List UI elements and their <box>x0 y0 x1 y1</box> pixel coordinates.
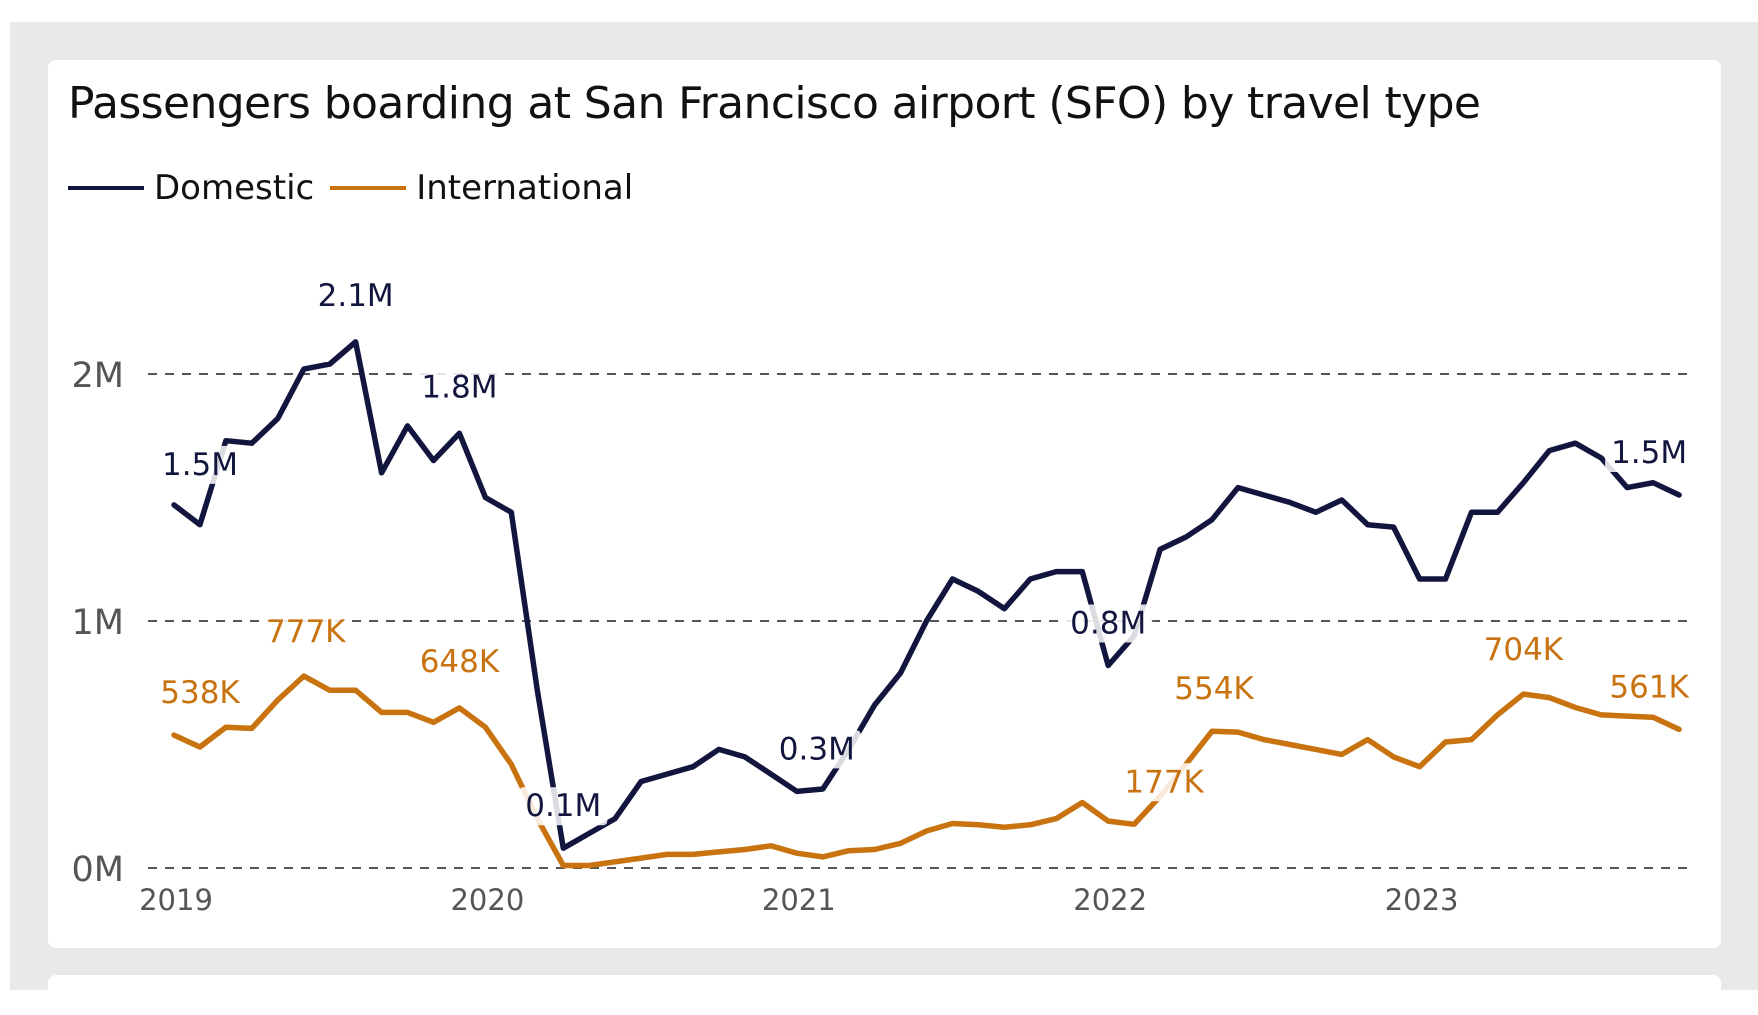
legend-swatch-domestic <box>68 186 144 190</box>
x-tick-label-2020: 2020 <box>450 883 524 917</box>
data-label-domestic-0: 1.5M <box>162 447 238 483</box>
data-label-domestic-7: 2.1M <box>318 278 394 314</box>
y-tick-label-1m: 1M <box>72 603 124 643</box>
x-tick-label-2019: 2019 <box>139 883 213 917</box>
data-label-international-5: 777K <box>266 614 346 650</box>
data-label-international-58: 561K <box>1609 669 1689 705</box>
data-label-bg-international-11 <box>415 642 504 681</box>
data-label-domestic-11: 1.8M <box>421 369 497 405</box>
data-label-bg-domestic-58 <box>1605 434 1694 473</box>
legend-label-domestic: Domestic <box>154 168 315 208</box>
x-tick-label-2023: 2023 <box>1385 883 1459 917</box>
legend-item-domestic[interactable]: Domestic <box>68 168 314 208</box>
data-label-international-11: 648K <box>420 644 500 680</box>
legend: Domestic International <box>68 168 649 208</box>
data-label-international-37: 177K <box>1124 764 1204 800</box>
legend-label-international: International <box>416 168 634 208</box>
series-line-international[interactable] <box>171 673 1682 869</box>
y-tick-label-0m: 0M <box>72 850 124 890</box>
data-label-bg-domestic-36 <box>1064 604 1153 643</box>
data-label-bg-domestic-15 <box>519 787 608 826</box>
series-line-domestic[interactable] <box>171 339 1682 851</box>
x-tick-label-2021: 2021 <box>762 883 836 917</box>
line-chart: 0M 1M 2M 2019 2020 2021 2022 2023 1.5M 2.1M 1.8M 0.… <box>71 276 1694 917</box>
data-label-bg-domestic-24 <box>772 730 861 769</box>
data-label-international-0: 538K <box>160 675 240 711</box>
data-label-domestic-36: 0.8M <box>1070 605 1146 641</box>
data-label-domestic-24: 0.3M <box>779 731 855 767</box>
y-tick-label-2m: 2M <box>72 356 124 396</box>
data-label-international-40: 554K <box>1174 671 1254 707</box>
chart-title: Passengers boarding at San Francisco air… <box>68 78 1481 129</box>
data-label-bg-international-58 <box>1605 668 1694 707</box>
data-label-international-52: 704K <box>1484 632 1564 668</box>
chart-card <box>48 60 1721 948</box>
data-label-bg-international-52 <box>1479 631 1568 670</box>
data-label-bg-domestic-7 <box>311 276 400 315</box>
legend-swatch-international <box>330 186 407 190</box>
data-label-domestic-15: 0.1M <box>525 788 601 824</box>
data-label-bg-international-5 <box>261 613 350 652</box>
data-label-bg-domestic-0 <box>156 445 244 484</box>
data-label-domestic-58: 1.5M <box>1611 435 1687 471</box>
legend-item-international[interactable]: International <box>330 168 633 208</box>
data-label-bg-domestic-11 <box>415 368 504 407</box>
data-label-bg-international-37 <box>1120 763 1209 802</box>
data-label-bg-international-0 <box>156 674 244 713</box>
x-tick-label-2022: 2022 <box>1073 883 1147 917</box>
data-label-bg-international-40 <box>1170 670 1258 709</box>
